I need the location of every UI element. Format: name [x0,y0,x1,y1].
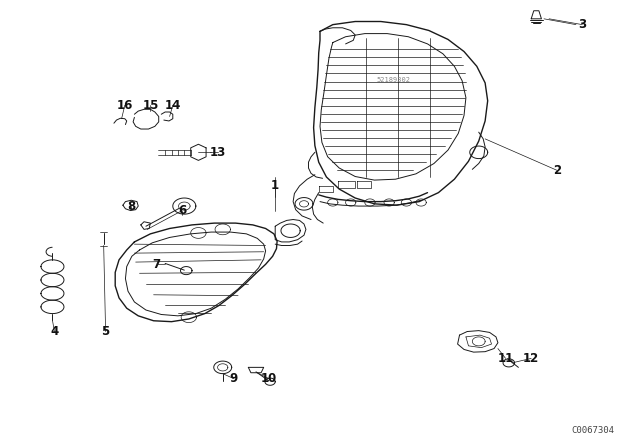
Text: 12: 12 [523,352,540,365]
Text: 10: 10 [260,372,277,385]
Text: 4: 4 [51,325,58,338]
Text: 9: 9 [230,372,237,385]
Text: 16: 16 [116,99,133,112]
Text: 7: 7 [153,258,161,271]
Text: 52189302: 52189302 [376,77,411,83]
Text: 8: 8 [127,199,135,213]
Text: 14: 14 [164,99,181,112]
Text: 13: 13 [209,146,226,159]
Text: 1: 1 [271,179,279,193]
Text: 15: 15 [142,99,159,112]
Text: 6: 6 [179,204,186,217]
Text: 3: 3 [579,18,586,31]
Text: 2: 2 [553,164,561,177]
Text: 5: 5 [102,325,109,338]
Text: C0067304: C0067304 [572,426,614,435]
Text: 11: 11 [497,352,514,365]
